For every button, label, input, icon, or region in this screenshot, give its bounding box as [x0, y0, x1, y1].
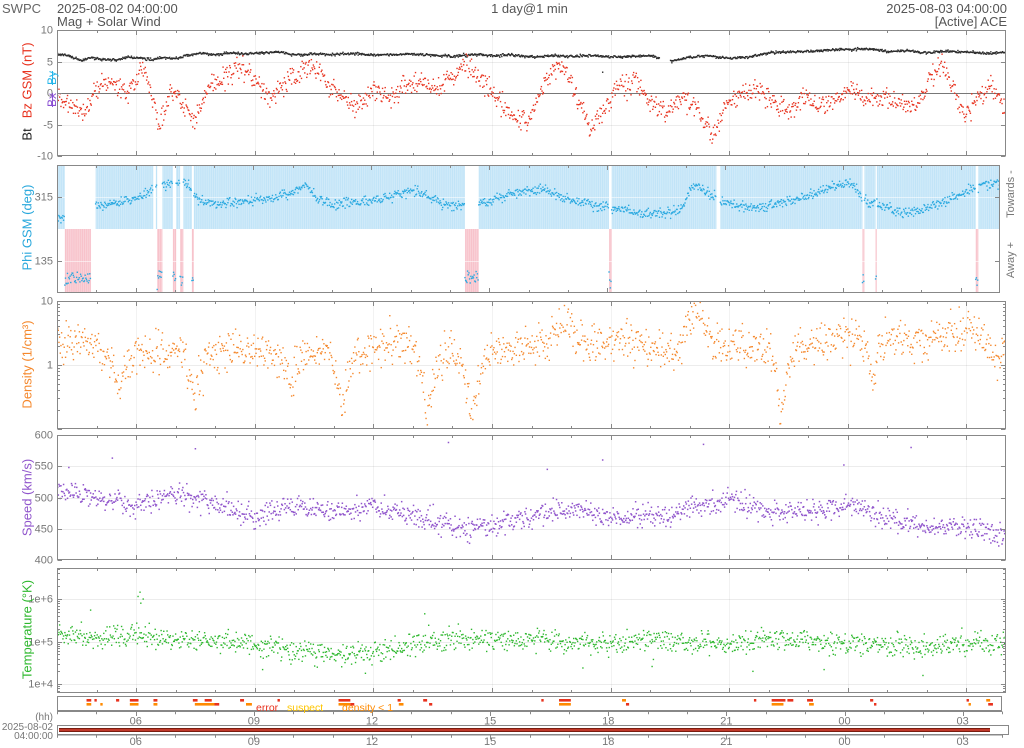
plot-title: Mag + Solar Wind [57, 14, 161, 29]
disabled-series-labels: Bx By [45, 0, 59, 189]
legend-density: density < 1 [342, 702, 394, 714]
time-range-selection[interactable] [59, 728, 990, 732]
temperature-axis-title[interactable]: Temperature (°K) [19, 579, 35, 680]
legend-suspect: suspect [287, 702, 324, 714]
window-end-datetime: 2025-08-03 04:00:00 [886, 1, 1007, 16]
away-sector-label: Away + [1005, 241, 1017, 279]
bx-series-toggle[interactable]: Bx [45, 93, 59, 108]
source-status: [Active] ACE [934, 14, 1007, 29]
legend-error: error [256, 702, 279, 714]
window-start-datetime: 2025-08-02 04:00:00 [57, 1, 178, 16]
x-axis-start-date: 2025-08-02 [1, 721, 53, 733]
time-range-selector[interactable] [57, 725, 1009, 735]
bz-series-label[interactable]: Bz GSM (nT) [19, 42, 35, 119]
app-title: SWPC [2, 1, 41, 16]
x-axis-start-time: 04:00:00 [14, 731, 53, 742]
resolution-label: 1 day@1 min [491, 1, 568, 16]
x-axis-start-labels: (hh) 2025-08-02 04:00:00 [0, 713, 53, 742]
by-series-toggle[interactable]: By [45, 70, 59, 85]
x-axis-unit: (hh) [35, 712, 53, 723]
